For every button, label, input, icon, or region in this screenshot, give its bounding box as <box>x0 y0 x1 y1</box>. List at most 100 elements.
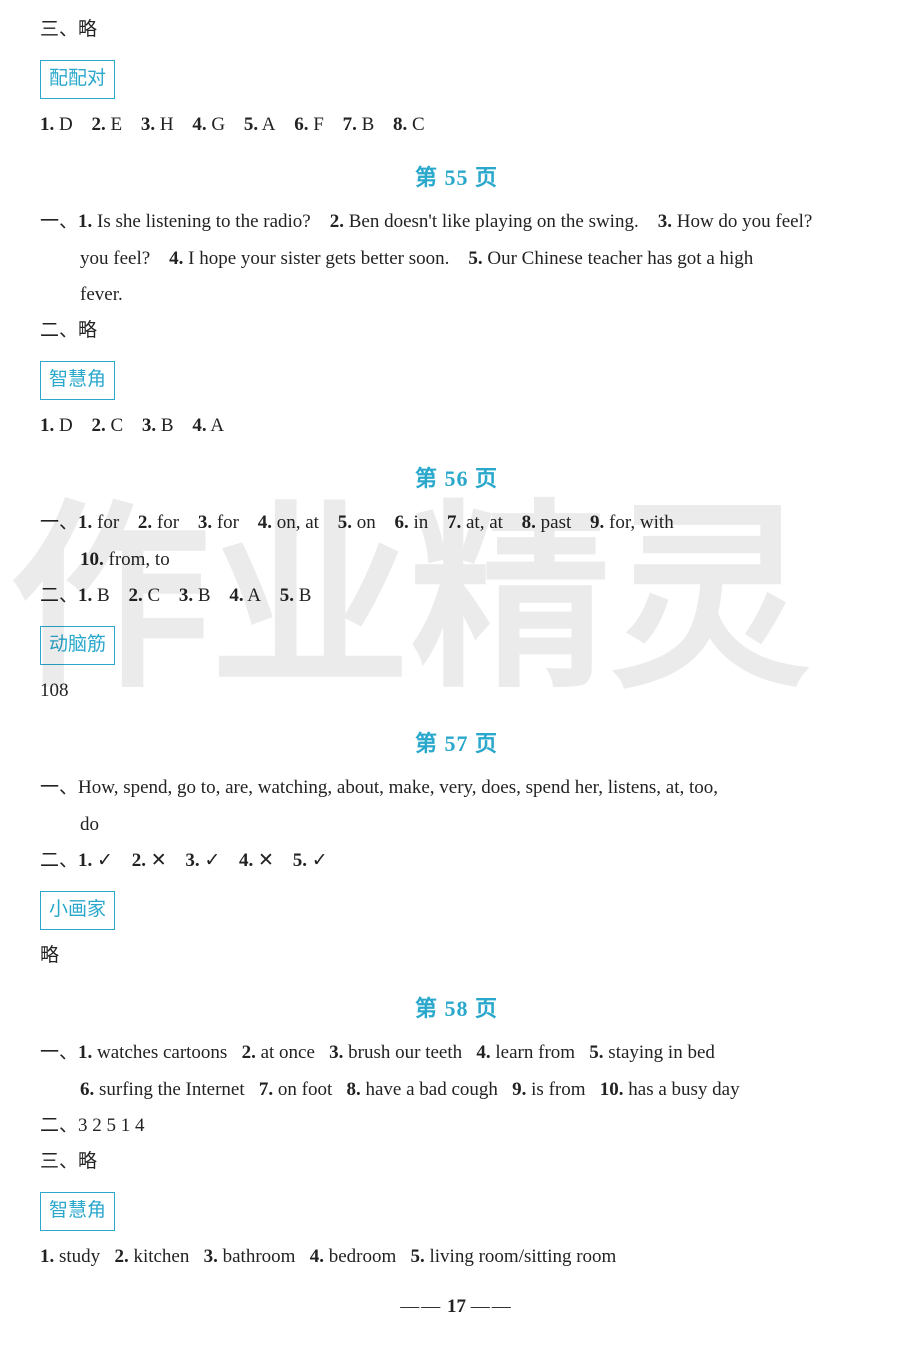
ans-val: B <box>362 114 375 135</box>
ans-num: 5. <box>244 114 258 135</box>
item-text: B <box>97 585 110 606</box>
sec-prefix: 二、 <box>40 1115 78 1136</box>
item-num: 1. <box>78 585 92 606</box>
item-num: 1. <box>78 211 92 232</box>
ans-num: 8. <box>393 114 407 135</box>
ans-val: B <box>161 415 174 436</box>
item-num: 2. <box>138 512 152 533</box>
page-55-title: 第 55 页 <box>40 159 873 196</box>
item-text: B <box>198 585 211 606</box>
p58-sec1: 一、1. watches cartoons 2. at once 3. brus… <box>40 1037 873 1069</box>
item-num: 9. <box>590 512 604 533</box>
item-num: 3. <box>204 1246 218 1267</box>
ans-val: D <box>59 114 73 135</box>
ans-val: A <box>262 114 276 135</box>
sec-prefix: 二、 <box>40 585 78 606</box>
item-text: bathroom <box>223 1246 296 1267</box>
item-text: Is she listening to the radio? <box>97 211 311 232</box>
p55-answers: 1. D 2. C 3. B 4. A <box>40 410 873 442</box>
item-text: study <box>59 1246 100 1267</box>
ans-val: H <box>160 114 174 135</box>
item-num: 6. <box>394 512 408 533</box>
item-num: 4. <box>310 1246 324 1267</box>
item-num: 4. <box>169 248 183 269</box>
sec-prefix: 二、 <box>40 850 78 871</box>
item-num: 7. <box>447 512 461 533</box>
item-text: learn from <box>495 1042 575 1063</box>
box-dongnaojin: 动脑筋 <box>40 626 115 664</box>
item-text: at, at <box>466 512 503 533</box>
ans-val: E <box>110 114 122 135</box>
item-num: 2. <box>330 211 344 232</box>
item-num: 2. <box>114 1246 128 1267</box>
item-text: for <box>97 512 119 533</box>
ans-val: C <box>110 415 123 436</box>
item-text: from, to <box>109 549 170 570</box>
item-num: 1. <box>78 1042 92 1063</box>
item-text: A <box>247 585 261 606</box>
p57-sec2: 二、1. ✓ 2. ✕ 3. ✓ 4. ✕ 5. ✓ <box>40 845 873 877</box>
p58-sec1-cont: 6. surfing the Internet 7. on foot 8. ha… <box>40 1074 873 1106</box>
item-num: 5. <box>411 1246 425 1267</box>
item-text: on, at <box>277 512 319 533</box>
ans-num: 4. <box>192 415 206 436</box>
item-text: How, spend, go to, are, watching, about,… <box>78 777 718 798</box>
page-footer: —— 17 —— <box>40 1291 873 1323</box>
sec-prefix: 一、 <box>40 777 78 798</box>
ans-val: A <box>210 415 224 436</box>
item-num: 8. <box>346 1079 360 1100</box>
item-num: 10. <box>600 1079 624 1100</box>
item-text: on foot <box>278 1079 332 1100</box>
item-num: 3. <box>185 850 199 871</box>
mark-icon: ✓ <box>312 850 328 871</box>
item-text: living room/sitting room <box>430 1246 617 1267</box>
item-num: 5. <box>293 850 307 871</box>
item-num: 1. <box>78 512 92 533</box>
box-zhihuijiao: 智慧角 <box>40 361 115 399</box>
item-num: 6. <box>80 1079 94 1100</box>
p56-sec1: 一、1. for 2. for 3. for 4. on, at 5. on 6… <box>40 507 873 539</box>
item-text: at once <box>261 1042 315 1063</box>
item-num: 8. <box>522 512 536 533</box>
ans-num: 3. <box>141 114 155 135</box>
mark-icon: ✕ <box>151 850 167 871</box>
box-peipei: 配配对 <box>40 60 115 98</box>
p55-sec1-cont: you feel? 4. I hope your sister gets bet… <box>40 243 873 275</box>
page-58-title: 第 58 页 <box>40 990 873 1027</box>
item-num: 1. <box>78 850 92 871</box>
top-answers: 1. D 2. E 3. H 4. G 5. A 6. F 7. B 8. C <box>40 109 873 141</box>
item-num: 5. <box>468 248 482 269</box>
item-text: is from <box>531 1079 585 1100</box>
ans-num: 6. <box>294 114 308 135</box>
item-text: surfing the Internet <box>99 1079 245 1100</box>
ans-num: 4. <box>192 114 206 135</box>
mark-icon: ✓ <box>97 850 113 871</box>
p58-answers: 1. study 2. kitchen 3. bathroom 4. bedro… <box>40 1241 873 1273</box>
item-text: I hope your sister gets better soon. <box>188 248 449 269</box>
item-num: 1. <box>40 1246 54 1267</box>
item-num: 5. <box>280 585 294 606</box>
page-56-title: 第 56 页 <box>40 460 873 497</box>
item-num: 5. <box>589 1042 603 1063</box>
sec-prefix: 一、 <box>40 211 78 232</box>
item-text: brush our teeth <box>348 1042 462 1063</box>
page-content: 三、略 配配对 1. D 2. E 3. H 4. G 5. A 6. F 7.… <box>0 0 903 1353</box>
p58-sec2: 二、3 2 5 1 4 <box>40 1110 873 1142</box>
p55-sec1: 一、1. Is she listening to the radio? 2. B… <box>40 206 873 238</box>
ans-num: 1. <box>40 415 54 436</box>
item-num: 10. <box>80 549 104 570</box>
page-number: 17 <box>447 1296 466 1317</box>
ans-val: D <box>59 415 73 436</box>
item-text: has a busy day <box>628 1079 739 1100</box>
item-text: on <box>357 512 376 533</box>
item-text: Ben doesn't like playing on the swing. <box>349 211 639 232</box>
item-text: Our Chinese teacher has got a high <box>487 248 753 269</box>
ans-num: 2. <box>91 114 105 135</box>
item-num: 2. <box>242 1042 256 1063</box>
p56-sec1-cont: 10. from, to <box>40 544 873 576</box>
item-num: 5. <box>338 512 352 533</box>
item-num: 9. <box>512 1079 526 1100</box>
item-text: in <box>413 512 428 533</box>
p58-sec3: 三、略 <box>40 1146 873 1178</box>
item-text: past <box>541 512 572 533</box>
